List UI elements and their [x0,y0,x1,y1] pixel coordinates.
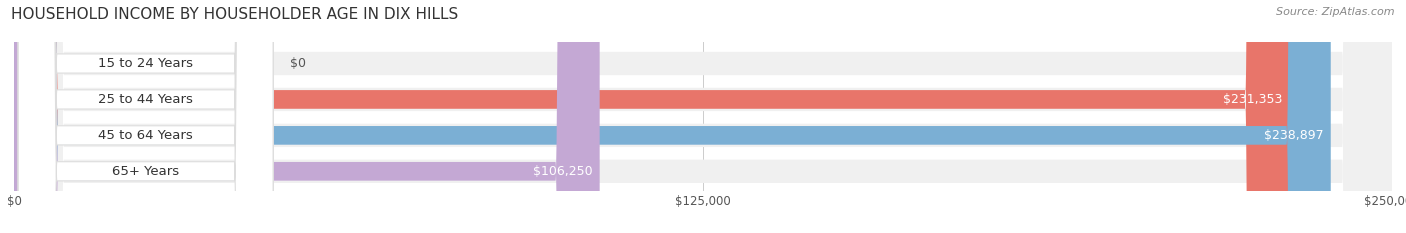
Text: 25 to 44 Years: 25 to 44 Years [98,93,193,106]
Text: HOUSEHOLD INCOME BY HOUSEHOLDER AGE IN DIX HILLS: HOUSEHOLD INCOME BY HOUSEHOLDER AGE IN D… [11,7,458,22]
Text: Source: ZipAtlas.com: Source: ZipAtlas.com [1277,7,1395,17]
Text: $238,897: $238,897 [1264,129,1324,142]
FancyBboxPatch shape [14,0,1330,233]
FancyBboxPatch shape [14,0,599,233]
FancyBboxPatch shape [18,0,273,233]
FancyBboxPatch shape [14,0,1392,233]
Text: 65+ Years: 65+ Years [112,165,179,178]
Text: 15 to 24 Years: 15 to 24 Years [98,57,193,70]
FancyBboxPatch shape [14,0,1289,233]
FancyBboxPatch shape [14,0,1392,233]
Text: $106,250: $106,250 [533,165,593,178]
FancyBboxPatch shape [18,0,273,233]
Text: $231,353: $231,353 [1223,93,1282,106]
Text: $0: $0 [290,57,305,70]
FancyBboxPatch shape [18,0,273,233]
Text: 45 to 64 Years: 45 to 64 Years [98,129,193,142]
FancyBboxPatch shape [18,0,273,233]
FancyBboxPatch shape [14,0,1392,233]
FancyBboxPatch shape [14,0,1392,233]
